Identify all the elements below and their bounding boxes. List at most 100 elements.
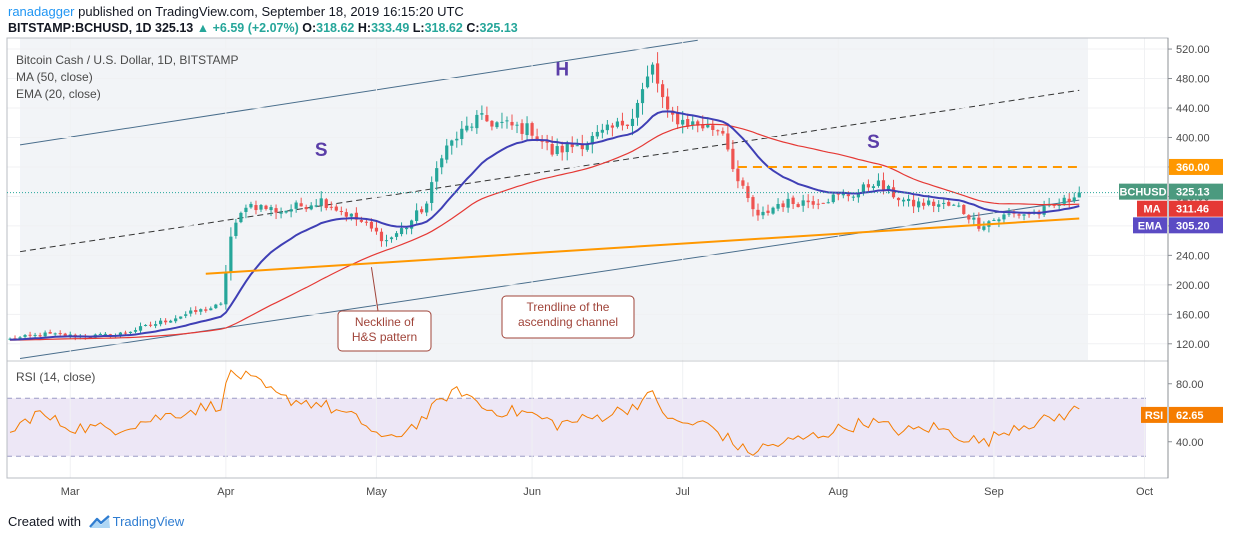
candle-body [957, 205, 961, 207]
rsi-band-fill [7, 398, 1146, 457]
y-tick-label: 120.00 [1176, 339, 1210, 351]
candle-body [781, 203, 785, 208]
neckline [205, 217, 1080, 275]
candle-body [339, 210, 343, 212]
candle-body [184, 314, 188, 316]
pattern-label-head: H [555, 60, 569, 81]
published-text: published on TradingView.com, September … [78, 4, 464, 19]
candles [8, 52, 1081, 341]
candle-body [48, 332, 52, 334]
background-drawings [7, 38, 1146, 457]
candle-body [420, 209, 424, 213]
candle-body [510, 121, 514, 126]
candle-body [530, 123, 534, 136]
candle-body [319, 198, 323, 206]
candle-body [861, 184, 865, 193]
candle-body [430, 182, 434, 203]
trendline-callout-text: ascending channel [518, 315, 618, 329]
candle-body [977, 217, 981, 229]
candle-body [219, 303, 223, 305]
candle-body [751, 197, 755, 210]
tag-ema-label: EMA [1138, 220, 1163, 232]
candle-body [349, 213, 353, 217]
candle-body [23, 335, 27, 337]
candle-body [525, 123, 529, 136]
candle-body [440, 158, 444, 168]
candle-body [485, 115, 489, 122]
candle-body [535, 136, 539, 140]
candle-body [886, 185, 891, 190]
candle-body [314, 205, 318, 207]
candle-body [169, 320, 173, 323]
candle-body [550, 143, 554, 155]
candle-body [194, 310, 198, 312]
y-tick-label: 440.00 [1176, 103, 1210, 115]
tag-bchusd-value-bg [1169, 183, 1223, 200]
x-tick-label: Apr [217, 486, 234, 498]
x-tick-label: Jul [676, 486, 690, 498]
candle-body [153, 324, 158, 326]
candle-body [871, 186, 876, 188]
candle-body [329, 206, 333, 208]
candle-body [159, 320, 163, 325]
candle-body [992, 219, 996, 221]
candle-body [741, 180, 745, 186]
tag-ma-value-bg [1169, 200, 1223, 217]
candle-body [575, 145, 579, 147]
ema-20-line [10, 110, 1080, 341]
rsi-y-tick-label: 80.00 [1176, 379, 1204, 391]
tag-bchusd-value: 325.13 [1176, 187, 1210, 199]
candle-body [901, 199, 906, 202]
tag-rsi-label: RSI [1145, 410, 1163, 422]
legend-title[interactable]: Bitcoin Cash / U.S. Dollar, 1D, BITSTAMP [16, 53, 239, 67]
high-value: 333.49 [371, 21, 410, 35]
candle-body [389, 237, 394, 240]
candle-body [605, 124, 609, 131]
candle-body [776, 204, 780, 209]
candle-body [912, 199, 916, 207]
candle-body [359, 219, 363, 222]
legend-rsi[interactable]: RSI (14, close) [16, 370, 96, 384]
neckline-callout-text: H&S pattern [352, 330, 417, 344]
symbol: BITSTAMP:BCHUSD, 1D [8, 21, 152, 35]
candle-body [851, 196, 855, 198]
candle-body [876, 180, 881, 186]
candle-body [490, 120, 494, 127]
created-with: Created with [8, 514, 81, 529]
candle-body [53, 333, 57, 335]
candle-body [701, 124, 705, 129]
candle-body [645, 76, 650, 88]
candle-body [937, 204, 941, 207]
candle-body [199, 309, 203, 312]
y-tick-label: 520.00 [1176, 44, 1210, 56]
candle-body [404, 227, 409, 230]
candle-body [615, 121, 620, 127]
candle-body [942, 202, 946, 204]
high-label: H: [357, 21, 372, 35]
candle-body [98, 333, 102, 335]
legend-ema[interactable]: EMA (20, close) [16, 87, 101, 101]
candle-body [906, 198, 911, 202]
last-price: 325.13 [155, 21, 194, 35]
legend-ma[interactable]: MA (50, close) [16, 70, 93, 84]
author-link[interactable]: ranadagger [8, 4, 75, 19]
candle-body [1057, 204, 1061, 206]
neckline-callout-box [337, 310, 432, 352]
candle-body [590, 135, 594, 145]
candle-body [580, 143, 584, 150]
neckline-callout-text: Neckline of [355, 315, 415, 329]
candle-body [394, 233, 399, 237]
tradingview-brand[interactable]: TradingView [112, 514, 185, 529]
candle-body [595, 131, 599, 137]
candle-body [304, 206, 308, 210]
x-tick-label: Sep [984, 486, 1004, 498]
candle-body [635, 102, 640, 118]
candle-body [927, 200, 931, 205]
candle-body [143, 324, 148, 326]
tag-ma-label: MA [1143, 204, 1160, 216]
candle-body [138, 326, 143, 331]
candle-body [831, 194, 835, 203]
candle-body [736, 168, 740, 182]
candle-body [164, 320, 168, 323]
candle-body [801, 200, 805, 206]
